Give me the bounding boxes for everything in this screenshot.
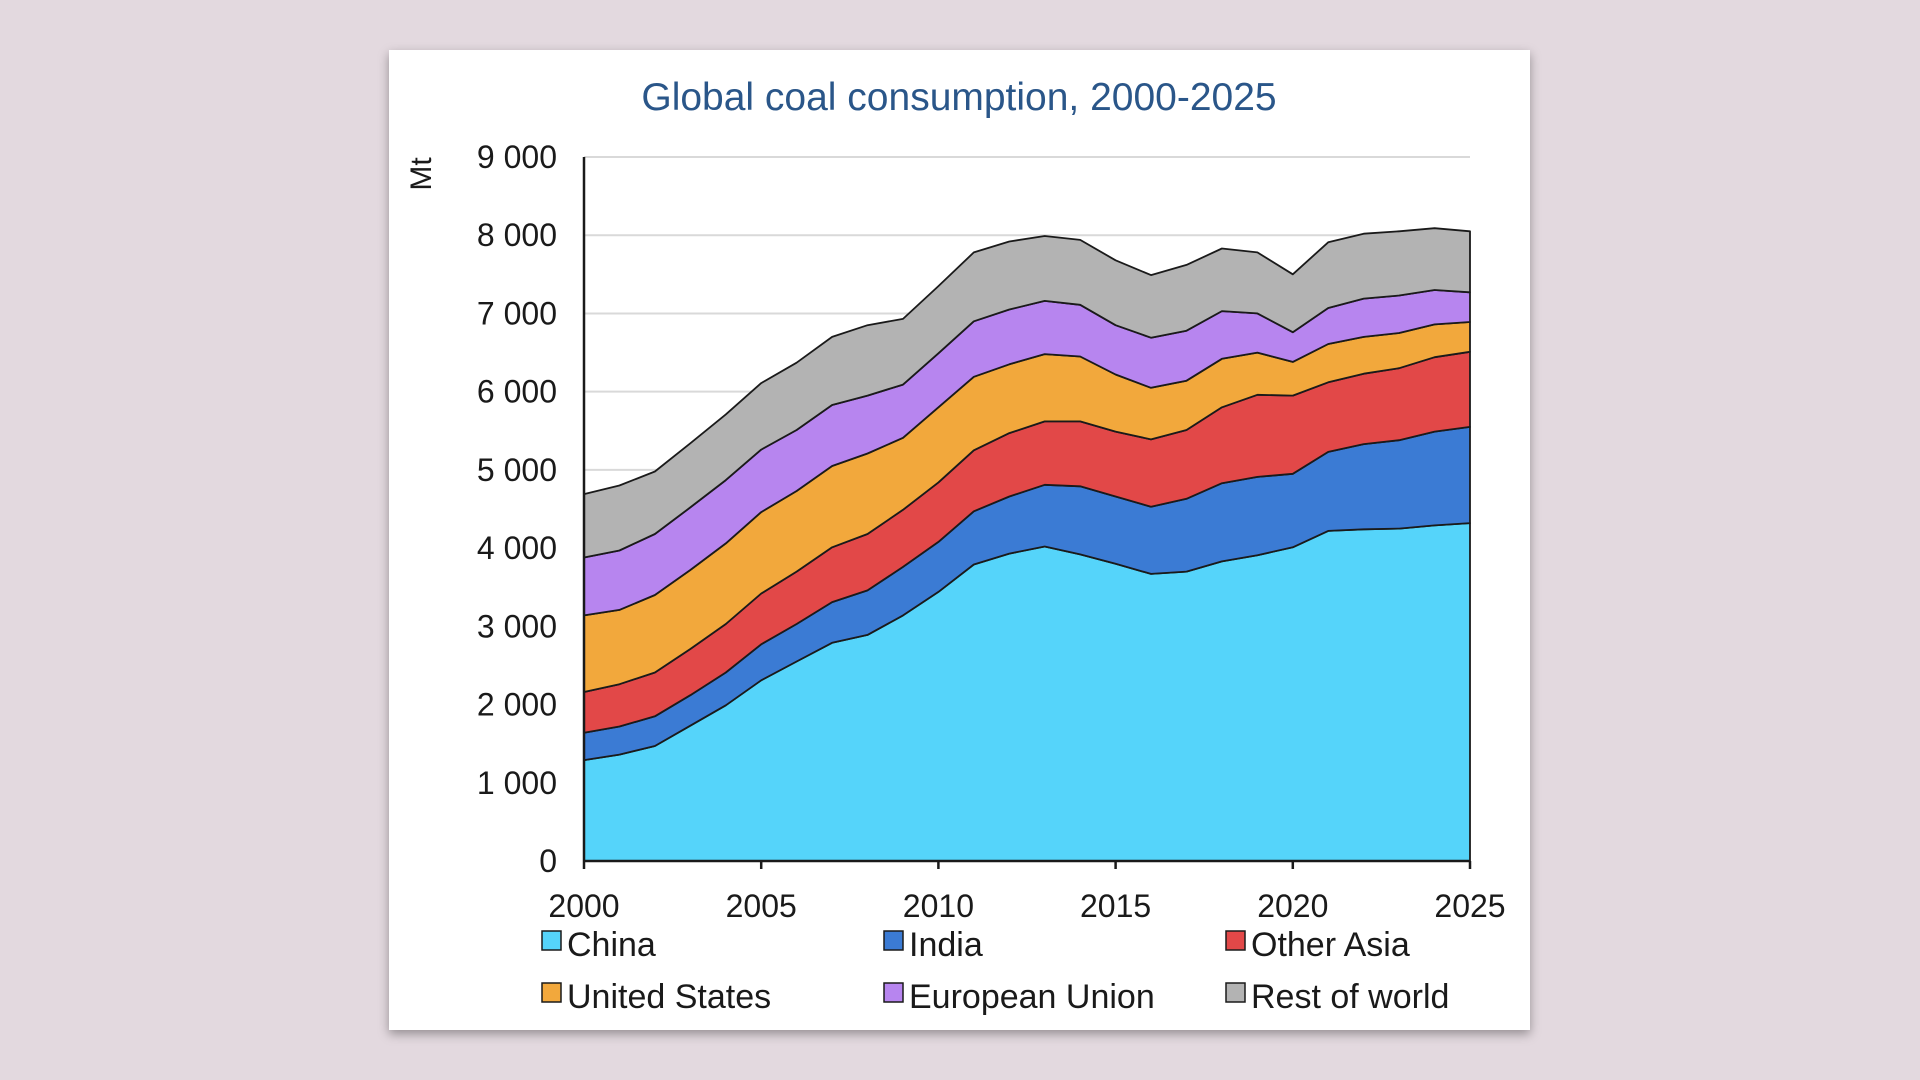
legend-item-united-states: United States [541, 978, 771, 1016]
legend: China India Other Asia United States Europea… [541, 926, 1449, 1016]
y-tick-label-0: 0 [539, 843, 557, 879]
legend-label-india: India [909, 926, 983, 964]
legend-label-rest-of-world: Rest of world [1251, 978, 1449, 1016]
legend-label-other-asia: Other Asia [1251, 926, 1410, 964]
y-tick-label-6000: 6 000 [477, 374, 557, 410]
y-axis-label: Mt [405, 157, 438, 191]
legend-item-other-asia: Other Asia [1225, 926, 1410, 964]
legend-label-china: China [567, 926, 656, 964]
y-tick-label-8000: 8 000 [477, 217, 557, 253]
y-tick-label-3000: 3 000 [477, 608, 557, 644]
legend-swatch-india [883, 930, 904, 951]
legend-swatch-china [541, 930, 562, 951]
legend-label-european-union: European Union [909, 978, 1155, 1016]
area-layer [583, 227, 1471, 862]
legend-item-rest-of-world: Rest of world [1225, 978, 1449, 1016]
legend-label-united-states: United States [567, 978, 771, 1016]
x-tick-label-2005: 2005 [726, 888, 797, 924]
x-tick-label-2000: 2000 [548, 888, 619, 924]
y-tick-label-2000: 2 000 [477, 687, 557, 723]
legend-swatch-united-states [541, 982, 562, 1003]
axis-layer [582, 157, 1472, 869]
y-tick-label-4000: 4 000 [477, 530, 557, 566]
y-tick-label-1000: 1 000 [477, 765, 557, 801]
x-tick-label-2015: 2015 [1080, 888, 1151, 924]
legend-item-china: China [541, 926, 656, 964]
y-tick-label-5000: 5 000 [477, 452, 557, 488]
x-tick-label-2010: 2010 [903, 888, 974, 924]
tick-labels: 0 1 000 2 000 3 000 4 000 5 000 6 000 7 000 8 00… [477, 139, 1506, 924]
chart-card: Global coal consumption, 2000-2025 Mt 0 1… [389, 50, 1530, 1030]
x-tick-label-2025: 2025 [1434, 888, 1505, 924]
legend-item-european-union: European Union [883, 978, 1155, 1016]
x-tick-label-2020: 2020 [1257, 888, 1328, 924]
legend-swatch-european-union [883, 982, 904, 1003]
area-rest-of-world [583, 227, 1471, 559]
y-tick-label-9000: 9 000 [477, 139, 557, 175]
chart-title: Global coal consumption, 2000-2025 [641, 76, 1276, 119]
y-tick-label-7000: 7 000 [477, 295, 557, 331]
chart-svg: Global coal consumption, 2000-2025 Mt 0 1… [405, 76, 1506, 1016]
legend-swatch-other-asia [1225, 930, 1246, 951]
legend-item-india: India [883, 926, 983, 964]
legend-swatch-rest-of-world [1225, 982, 1246, 1003]
